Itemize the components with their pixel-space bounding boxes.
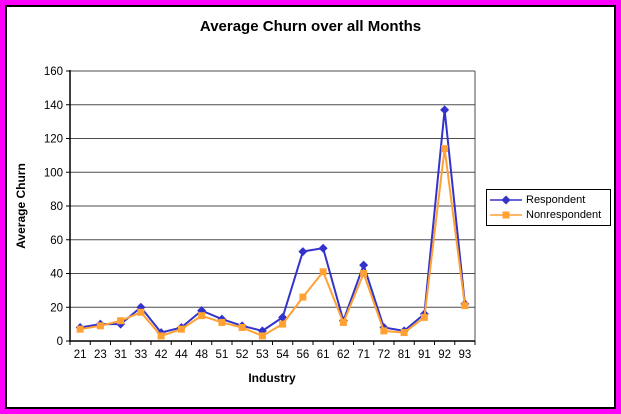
x-tick-label: 71 xyxy=(357,349,370,361)
y-tick-label: 0 xyxy=(57,336,63,348)
diamond-marker-icon xyxy=(440,105,450,115)
y-tick-label: 140 xyxy=(44,100,63,112)
square-marker-icon xyxy=(137,308,145,316)
square-marker-icon xyxy=(238,324,246,331)
x-tick-label: 81 xyxy=(398,349,411,361)
x-tick-label: 91 xyxy=(418,349,431,361)
x-tick-label: 92 xyxy=(438,349,451,361)
diamond-marker-icon xyxy=(318,243,328,253)
y-axis-title: Average Churn xyxy=(14,163,28,249)
x-tick-label: 54 xyxy=(276,349,289,361)
x-tick-label: 52 xyxy=(236,349,249,361)
square-marker-icon xyxy=(380,327,388,335)
y-tick-label: 40 xyxy=(50,269,63,281)
x-tick-label: 53 xyxy=(256,349,269,361)
x-tick-label: 72 xyxy=(377,349,390,361)
legend-item-nonrespondent: Nonrespondent xyxy=(489,209,608,221)
square-marker-icon xyxy=(461,302,469,310)
x-tick-label: 42 xyxy=(155,349,168,361)
square-marker-icon xyxy=(218,318,226,326)
x-tick-label: 61 xyxy=(317,349,330,361)
square-marker-icon xyxy=(400,329,408,337)
legend-label: Nonrespondent xyxy=(526,209,602,221)
square-marker-icon xyxy=(177,325,185,333)
x-tick-label: 21 xyxy=(74,349,87,361)
diamond-marker-icon xyxy=(298,247,308,257)
legend-marker-icon xyxy=(490,195,522,205)
y-tick-label: 80 xyxy=(50,201,63,213)
x-tick-label: 51 xyxy=(215,349,228,361)
x-axis-title: Industry xyxy=(248,371,296,385)
x-tick-label: 56 xyxy=(296,349,309,361)
square-marker-icon xyxy=(441,145,449,153)
x-tick-label: 31 xyxy=(114,349,127,361)
y-tick-label: 60 xyxy=(50,235,63,247)
square-marker-icon xyxy=(502,211,510,219)
diamond-marker-icon xyxy=(501,195,511,205)
y-tick-label: 120 xyxy=(44,134,63,146)
x-tick-label: 62 xyxy=(337,349,350,361)
square-marker-icon xyxy=(319,268,327,276)
square-marker-icon xyxy=(76,325,84,333)
x-tick-label: 33 xyxy=(134,349,147,361)
x-tick-label: 23 xyxy=(94,349,107,361)
chart-title: Average Churn over all Months xyxy=(199,18,422,35)
square-marker-icon xyxy=(258,332,266,340)
square-marker-icon xyxy=(420,313,428,321)
x-tick-label: 44 xyxy=(175,349,188,361)
square-marker-icon xyxy=(360,270,368,277)
square-marker-icon xyxy=(339,318,347,326)
square-marker-icon xyxy=(157,332,165,340)
square-marker-icon xyxy=(299,293,307,301)
legend-item-respondent: Respondent xyxy=(489,194,608,206)
series-line-respondent xyxy=(79,109,466,334)
square-marker-icon xyxy=(96,322,104,330)
y-tick-label: 20 xyxy=(50,302,63,314)
diamond-marker-icon xyxy=(359,260,369,270)
y-tick-label: 100 xyxy=(44,167,63,179)
legend-marker-icon xyxy=(490,211,522,219)
y-tick-label: 160 xyxy=(44,66,63,78)
x-tick-label: 93 xyxy=(458,349,471,361)
square-marker-icon xyxy=(117,317,125,325)
legend-label: Respondent xyxy=(526,194,586,206)
x-tick-label: 48 xyxy=(195,349,208,361)
square-marker-icon xyxy=(279,320,287,328)
legend: Respondent Nonrespondent xyxy=(486,189,611,226)
square-marker-icon xyxy=(198,312,206,320)
